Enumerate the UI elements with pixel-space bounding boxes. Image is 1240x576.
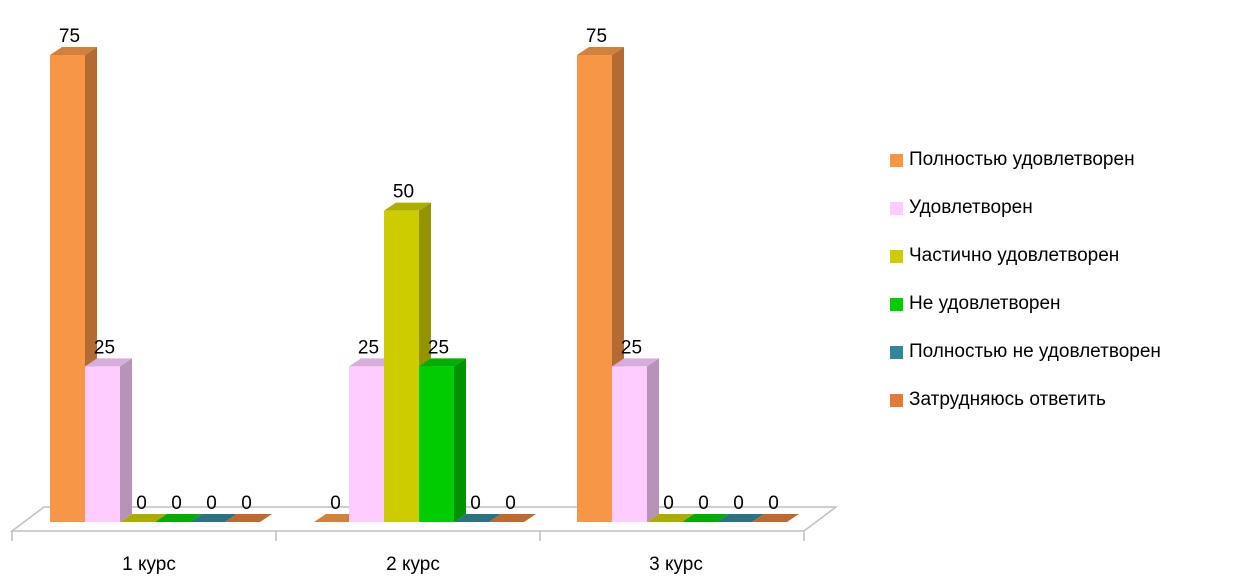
x-tick-label: 1 курс xyxy=(122,554,176,575)
bar xyxy=(752,514,799,522)
legend-swatch xyxy=(890,297,903,311)
legend-swatch xyxy=(890,345,903,359)
bar-top xyxy=(85,358,132,367)
bar xyxy=(190,514,237,522)
bar xyxy=(489,514,536,522)
data-label: 0 xyxy=(663,493,674,514)
data-label: 50 xyxy=(393,182,414,203)
x-tick-label: 3 курс xyxy=(649,554,703,575)
bar-top xyxy=(384,202,431,211)
data-label: 75 xyxy=(59,26,80,47)
legend-swatch xyxy=(890,393,903,407)
legend-swatch xyxy=(890,249,903,263)
data-label: 0 xyxy=(136,493,147,514)
bar xyxy=(682,514,729,522)
bar-top xyxy=(419,358,466,367)
bar-top xyxy=(612,358,659,367)
bar xyxy=(155,514,202,522)
data-label: 0 xyxy=(206,493,217,514)
data-label: 0 xyxy=(733,493,744,514)
data-label: 0 xyxy=(470,493,481,514)
bar-top xyxy=(577,47,624,55)
bar xyxy=(577,55,612,522)
data-label: 0 xyxy=(505,493,516,514)
bar xyxy=(225,514,272,522)
legend-label: Частично удовлетворен xyxy=(909,245,1120,266)
bar xyxy=(50,55,85,522)
legend-item: Полностью удовлетворен xyxy=(890,148,1161,172)
legend-label: Удовлетворен xyxy=(909,197,1033,218)
bar-side xyxy=(454,358,466,522)
data-label: 0 xyxy=(330,493,341,514)
data-label: 25 xyxy=(358,337,379,358)
legend-label: Полностью удовлетворен xyxy=(909,149,1135,170)
legend-label: Затрудняюсь ответить xyxy=(909,389,1106,410)
bar xyxy=(384,210,419,522)
bar xyxy=(612,366,647,522)
bar-side xyxy=(120,358,132,522)
bar xyxy=(85,366,120,522)
bar xyxy=(454,514,501,522)
data-label: 25 xyxy=(428,337,449,358)
legend-label: Полностью не удовлетворен xyxy=(909,341,1161,362)
legend: Полностью удовлетворен Удовлетворен Част… xyxy=(890,148,1161,436)
legend-item: Удовлетворен xyxy=(890,196,1161,220)
x-tick-label: 2 курс xyxy=(386,554,440,575)
data-label: 25 xyxy=(621,337,642,358)
data-label: 25 xyxy=(94,337,115,358)
bar xyxy=(717,514,764,522)
legend-swatch xyxy=(890,153,903,167)
bar-top xyxy=(50,47,97,55)
bar xyxy=(349,366,384,522)
legend-item: Полностью не удовлетворен xyxy=(890,340,1161,364)
legend-swatch xyxy=(890,201,903,215)
legend-item: Частично удовлетворен xyxy=(890,244,1161,268)
legend-item: Затрудняюсь ответить xyxy=(890,388,1161,412)
data-label: 0 xyxy=(698,493,709,514)
legend-item: Не удовлетворен xyxy=(890,292,1161,316)
bar xyxy=(647,514,694,522)
bar-side xyxy=(647,358,659,522)
legend-label: Не удовлетворен xyxy=(909,293,1061,314)
data-label: 0 xyxy=(171,493,182,514)
bar xyxy=(120,514,167,522)
bar xyxy=(419,366,454,522)
data-label: 75 xyxy=(586,26,607,47)
data-label: 0 xyxy=(241,493,252,514)
data-label: 0 xyxy=(768,493,779,514)
